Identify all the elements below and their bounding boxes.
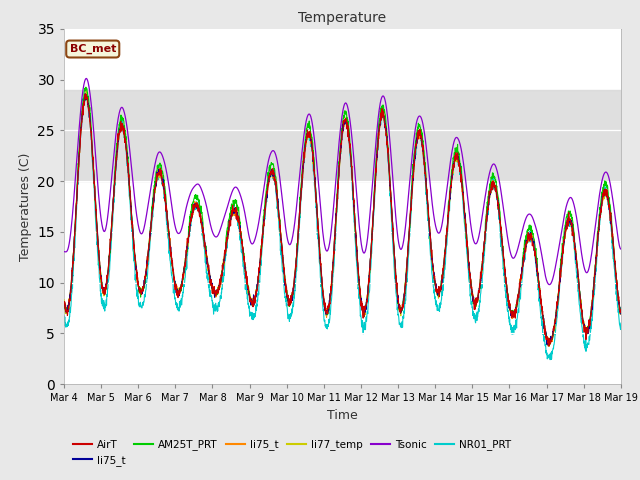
Y-axis label: Temperatures (C): Temperatures (C) bbox=[19, 152, 32, 261]
Bar bbox=[64, 90, 621, 181]
Title: Temperature: Temperature bbox=[298, 11, 387, 25]
Legend: AirT, li75_t, AM25T_PRT, li75_t, li77_temp, Tsonic, NR01_PRT: AirT, li75_t, AM25T_PRT, li75_t, li77_te… bbox=[69, 435, 515, 470]
Text: BC_met: BC_met bbox=[70, 44, 116, 54]
X-axis label: Time: Time bbox=[327, 408, 358, 421]
